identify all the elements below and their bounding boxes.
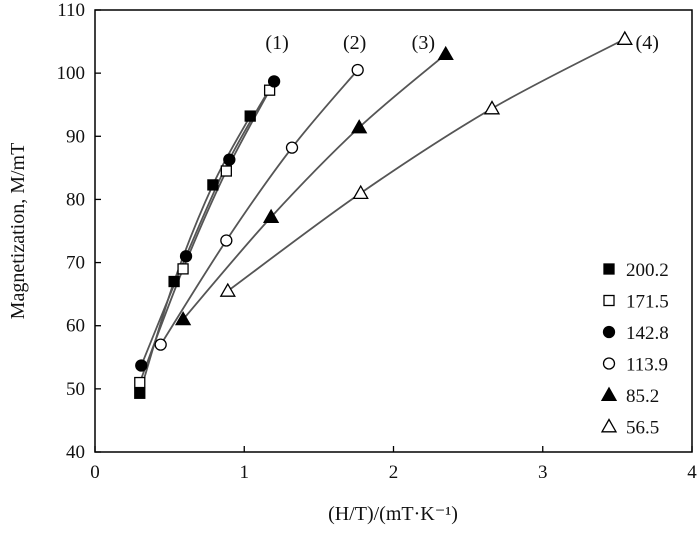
y-tick-label: 100 [57,63,86,84]
legend-marker [603,263,615,275]
data-point-200.2 [134,387,146,399]
data-point-56.5 [483,100,501,115]
curve-label: (1) [265,32,288,54]
data-point-56.5 [616,30,633,45]
data-point-113.9 [220,234,233,247]
legend: 200.2 171.5 142.8 113.9 85.2 56.5 [600,260,669,439]
series-line-113.9 [159,69,359,346]
data-point-85.2 [351,119,368,134]
curve-label: (4) [636,32,659,54]
x-tick-label: 3 [538,462,548,483]
legend-marker [602,357,616,370]
data-point-171.5 [220,165,232,177]
x-axis-label: (H/T)/(mT·K⁻¹) [328,503,458,525]
data-point-113.9 [285,141,299,154]
series-lines [138,38,626,394]
series-line-85.2 [182,53,447,320]
data-point-171.5 [177,263,189,275]
legend-label: 200.2 [626,260,669,281]
x-tick-label: 0 [90,462,100,483]
data-point-56.5 [352,184,369,200]
y-tick-label: 70 [66,253,85,274]
y-tick-label: 60 [66,316,85,337]
series-line-171.5 [138,89,271,383]
data-point-113.9 [154,338,167,351]
data-point-142.8 [267,75,281,88]
x-tick-label: 2 [389,462,399,483]
legend-marker [600,418,618,433]
legend-marker [602,325,616,339]
legend-marker [600,386,618,401]
y-tick-label: 40 [66,442,85,463]
y-tick-label: 90 [66,126,85,147]
data-point-200.2 [168,275,180,288]
data-point-85.2 [437,45,454,61]
legend-label: 56.5 [626,418,659,439]
data-point-200.2 [207,179,219,191]
series-markers [134,30,633,399]
data-point-142.8 [135,359,148,372]
y-tick-label: 80 [66,189,85,210]
curve-label: (2) [343,32,366,54]
data-point-85.2 [174,311,192,326]
data-point-200.2 [244,110,256,122]
legend-label: 85.2 [626,386,659,407]
data-point-142.8 [179,250,193,263]
y-axis-label: Magnetization, M/mT [7,143,29,320]
plot-frame [94,9,693,453]
axis-ticks: 0 1 2 3 4 40 50 60 70 80 90 100 110 [57,0,698,483]
y-tick-label: 50 [66,379,85,400]
data-point-85.2 [262,208,280,224]
curve-label: (3) [412,32,435,54]
y-tick-label: 110 [57,0,85,21]
x-tick-label: 4 [687,462,697,483]
curve-annotations: (1) (2) (3) (4) [265,32,658,54]
data-point-113.9 [351,63,364,77]
series-line-56.5 [227,38,626,292]
legend-label: 171.5 [626,292,669,313]
legend-label: 113.9 [626,355,668,376]
data-point-56.5 [219,282,236,297]
x-tick-label: 1 [240,462,250,483]
legend-label: 142.8 [626,323,669,344]
legend-marker [603,294,615,307]
data-point-171.5 [134,376,146,389]
data-point-142.8 [223,153,236,166]
